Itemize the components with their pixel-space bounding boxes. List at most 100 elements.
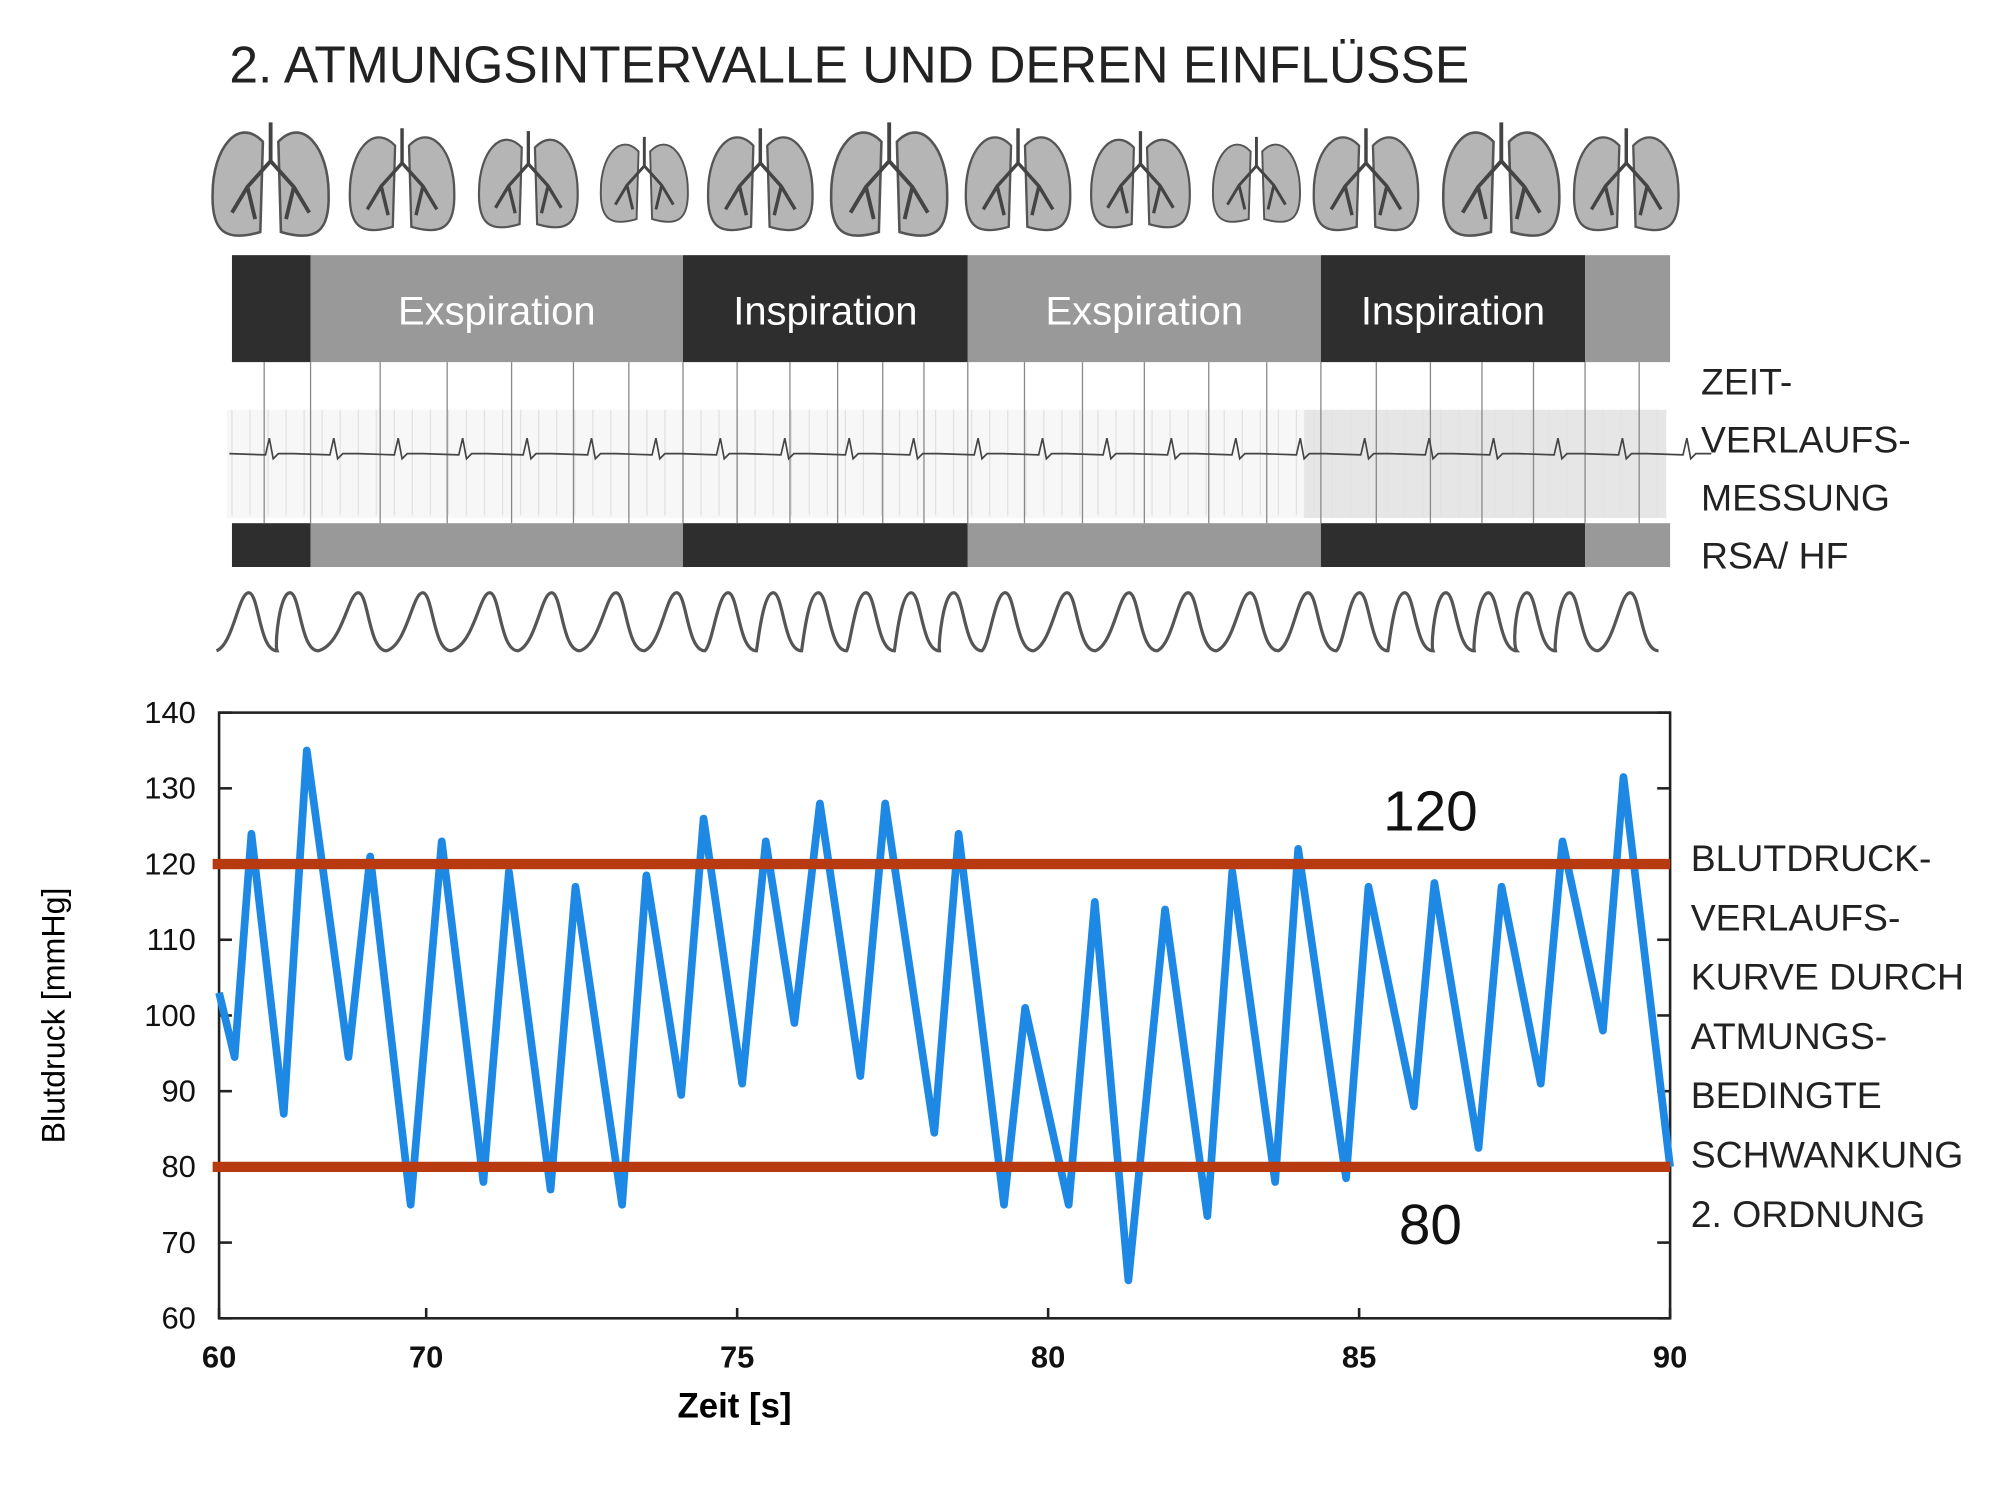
x-tick-label: 60 xyxy=(202,1339,236,1374)
phase-segment xyxy=(1320,523,1586,568)
phase-segment xyxy=(682,523,968,568)
lung-lobe xyxy=(599,143,640,223)
lung-icon xyxy=(1442,122,1561,237)
airways xyxy=(365,128,439,216)
airways xyxy=(494,131,563,214)
lung-icon xyxy=(348,128,456,232)
lung-lobe xyxy=(277,131,330,237)
lung-lobe xyxy=(1632,136,1680,232)
airways xyxy=(724,128,797,216)
airways xyxy=(614,136,675,210)
airways xyxy=(1106,131,1175,214)
y-tick-label: 120 xyxy=(144,846,196,881)
reference-label: 120 xyxy=(1383,781,1478,844)
phase-segment xyxy=(231,523,311,568)
y-tick-label: 130 xyxy=(144,771,196,806)
lung-lobe xyxy=(1312,136,1361,232)
lung-lobe xyxy=(533,138,579,229)
airways xyxy=(1590,128,1663,216)
lung-icon xyxy=(706,128,814,232)
phase-segment xyxy=(1585,523,1671,568)
side-label: ZEIT- xyxy=(1701,360,1792,402)
side-label: ATMUNGS- xyxy=(1691,1015,1887,1057)
phase-segment xyxy=(967,523,1321,568)
phase-segment xyxy=(682,255,968,363)
lung-lobe xyxy=(706,136,755,232)
phase-label: Exspiration xyxy=(398,290,596,334)
lung-lobe xyxy=(1261,143,1301,223)
lung-icon xyxy=(1312,128,1420,232)
x-tick-label: 80 xyxy=(1031,1339,1065,1374)
lung-lobe xyxy=(766,136,814,232)
y-tick-label: 70 xyxy=(161,1225,195,1260)
breathing-panel: Exspiration Inspiration Exspiration Inspira… xyxy=(215,255,1964,1235)
lung-lobe xyxy=(1090,138,1135,229)
side-label: KURVE DURCH xyxy=(1691,956,1964,998)
lung-lobe xyxy=(964,136,1013,232)
ecg-shade xyxy=(1304,409,1667,519)
side-label: VERLAUFS- xyxy=(1691,896,1901,938)
y-tick-label: 100 xyxy=(144,998,196,1033)
lung-icon xyxy=(477,131,579,229)
airways xyxy=(848,122,930,220)
lung-lobe xyxy=(1507,131,1561,237)
lung-lobe xyxy=(1211,143,1252,223)
phase-segment xyxy=(310,523,683,568)
lung-lobe xyxy=(477,138,523,229)
airways xyxy=(1226,136,1287,210)
y-axis-label: Blutdruck [mmHg] xyxy=(35,888,71,1144)
x-axis-label: Zeit [s] xyxy=(678,1388,792,1426)
lung-icon xyxy=(1090,131,1191,229)
y-tick-label: 90 xyxy=(161,1073,195,1108)
y-tick-label: 140 xyxy=(144,695,196,730)
lung-lobe xyxy=(1442,131,1495,237)
side-label: SCHWANKUNG xyxy=(1691,1134,1964,1176)
lung-icon xyxy=(1572,128,1680,232)
side-label: RSA/ HF xyxy=(1701,534,1848,576)
y-tick-label: 80 xyxy=(161,1149,195,1184)
lung-icon xyxy=(599,136,689,223)
lung-lobe xyxy=(348,136,397,232)
side-label: 2. ORDNUNG xyxy=(1691,1193,1926,1235)
lung-lobe xyxy=(1572,136,1621,232)
phase-segment xyxy=(231,255,311,363)
lung-icon xyxy=(211,122,330,237)
chart: 60 70 80 90 100 110 120 130 140 60 70 75 80 85 90 Zeit … xyxy=(35,695,1687,1426)
airways xyxy=(1460,122,1542,220)
phase-label: Inspiration xyxy=(1361,290,1545,334)
lung-icon xyxy=(829,122,949,237)
phase-segment xyxy=(310,255,683,363)
ecg-trace xyxy=(229,437,1712,461)
y-tick-label: 60 xyxy=(161,1301,195,1336)
x-tick-label: 90 xyxy=(1653,1339,1687,1374)
y-tick-label: 110 xyxy=(147,922,196,957)
x-tick-label: 85 xyxy=(1342,1339,1376,1374)
lung-icon xyxy=(1211,136,1301,223)
phase-label: Inspiration xyxy=(733,290,917,334)
airways xyxy=(1329,128,1403,216)
lung-lobe xyxy=(211,131,265,237)
lung-lobe xyxy=(1145,138,1191,229)
lung-lobe xyxy=(829,131,883,237)
x-tick-label: 70 xyxy=(409,1339,443,1374)
lung-icon xyxy=(964,128,1072,232)
data-line xyxy=(215,746,1674,1285)
side-label: BLUTDRUCK- xyxy=(1691,837,1932,879)
lung-lobe xyxy=(649,143,689,223)
phase-segment xyxy=(1320,255,1586,363)
side-label: MESSUNG xyxy=(1701,476,1890,518)
airways xyxy=(230,122,311,220)
side-label: BEDINGTE xyxy=(1691,1074,1882,1116)
phase-label: Exspiration xyxy=(1046,290,1244,334)
pulse-wave xyxy=(215,591,1659,653)
reference-label: 80 xyxy=(1399,1194,1462,1257)
lung-lobe xyxy=(1023,136,1072,232)
phase-segment xyxy=(967,255,1321,363)
lung-lobe xyxy=(1371,136,1420,232)
x-tick-label: 75 xyxy=(720,1339,754,1374)
lung-icons xyxy=(211,122,1680,237)
title: 2. ATMUNGSINTERVALLE UND DEREN EINFLÜSSE xyxy=(229,35,1469,93)
side-label: VERLAUFS- xyxy=(1701,418,1911,460)
